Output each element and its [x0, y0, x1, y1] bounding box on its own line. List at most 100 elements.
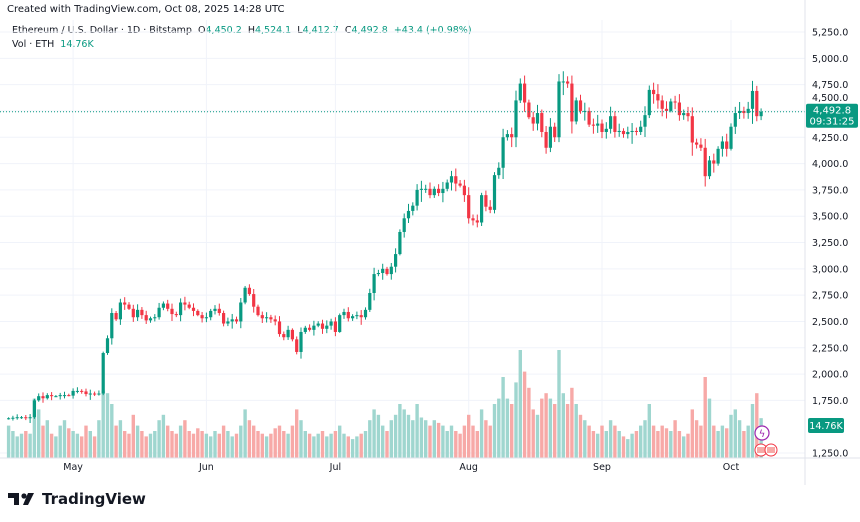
- candle-body: [338, 315, 342, 332]
- volume-bar: [157, 420, 161, 458]
- volume-bar: [239, 425, 243, 458]
- price-tick-label: 3,500.0: [812, 212, 848, 223]
- tradingview-logo[interactable]: TradingView: [8, 490, 146, 508]
- volume-bar: [406, 414, 411, 458]
- candle-body: [514, 100, 518, 138]
- candle-body: [720, 141, 724, 149]
- candlestick-chart[interactable]: 5,250.0 5,000.0 4,750.0 4,500.0 4,250.0 4,000…: [0, 0, 860, 485]
- last-price-tag: 4,492.8 09:31:25: [806, 103, 858, 128]
- volume-bar: [634, 431, 639, 458]
- volume-bar: [105, 393, 110, 458]
- candle-body: [234, 319, 239, 322]
- volume-bar: [54, 436, 58, 458]
- volume-bar: [604, 431, 608, 458]
- candle-body: [424, 188, 428, 190]
- candle-body: [587, 110, 591, 125]
- candle-body: [131, 308, 135, 318]
- volume-bar: [260, 433, 264, 458]
- volume-bar: [690, 409, 694, 458]
- candle-body: [686, 113, 690, 117]
- volume-bar: [15, 436, 19, 458]
- volume-bar: [574, 404, 578, 458]
- price-tick-label: 3,250.0: [812, 238, 848, 249]
- volume-bar: [170, 431, 174, 458]
- candle-body: [561, 81, 565, 83]
- volume-bar: [376, 414, 381, 458]
- volume-bar: [578, 414, 583, 458]
- candle-body: [488, 206, 492, 210]
- volume-bar: [686, 433, 690, 458]
- volume-bar: [436, 422, 441, 458]
- volume-bar: [385, 431, 389, 458]
- candle-body: [213, 308, 217, 311]
- volume-label[interactable]: Vol · ETH: [12, 39, 55, 50]
- volume-bar: [703, 377, 707, 458]
- candle-body: [260, 315, 264, 319]
- candle-body: [621, 130, 626, 135]
- us-economic-event-icon[interactable]: [754, 443, 778, 457]
- candle-body: [437, 188, 441, 194]
- candle-body: [282, 334, 286, 338]
- volume-bar: [256, 431, 260, 458]
- high-label: H: [247, 25, 255, 36]
- volume-bar: [269, 433, 273, 458]
- open-label: O: [198, 25, 206, 36]
- dividend-event-icon[interactable]: ϟ: [754, 425, 770, 441]
- candle-body: [462, 185, 466, 196]
- candle-body: [712, 160, 716, 164]
- volume-bar: [114, 425, 118, 458]
- volume-bar: [127, 433, 131, 458]
- logo-text: TradingView: [42, 490, 146, 508]
- candle-body: [458, 183, 462, 186]
- candle-body: [415, 189, 419, 206]
- candle-body: [161, 303, 165, 308]
- countdown-text: 09:31:25: [810, 117, 855, 128]
- volume-bar: [97, 420, 101, 458]
- volume-bar: [329, 433, 333, 458]
- volume-bar: [514, 382, 518, 458]
- volume-bar: [419, 417, 424, 458]
- candle-body: [15, 417, 19, 419]
- candle-body: [398, 231, 402, 255]
- volume-bar: [32, 398, 37, 458]
- volume-bar: [398, 404, 402, 458]
- candle-body: [389, 266, 393, 275]
- volume-bar: [286, 433, 290, 458]
- volume-bar: [187, 431, 191, 458]
- volume-bar: [505, 398, 510, 458]
- volume-bar: [252, 425, 256, 458]
- candle-body: [11, 417, 15, 419]
- candle-body: [303, 327, 307, 332]
- candle-body: [544, 131, 548, 148]
- volume-bar: [368, 420, 372, 458]
- candle-body: [41, 396, 45, 399]
- candle-body: [88, 393, 92, 395]
- candle-body: [299, 331, 303, 352]
- candle-body: [557, 81, 561, 138]
- candle-body: [45, 395, 49, 399]
- candle-body: [50, 395, 54, 397]
- candle-body: [527, 102, 531, 118]
- volume-bar: [303, 431, 307, 458]
- volume-bar: [570, 387, 574, 458]
- grid: [0, 20, 805, 458]
- volume-bar: [626, 439, 630, 458]
- candle-body: [148, 318, 153, 321]
- volume-bar: [518, 350, 522, 458]
- volume-bar: [381, 425, 385, 458]
- candle-body: [523, 83, 527, 103]
- candle-body: [553, 126, 557, 138]
- volume-bar: [234, 433, 239, 458]
- candle-body: [170, 308, 174, 315]
- candle-body: [239, 302, 243, 322]
- candle-body: [402, 218, 406, 232]
- volume-bar: [299, 420, 303, 458]
- candle-body: [136, 309, 140, 318]
- volume-bar: [144, 436, 148, 458]
- candle-body: [617, 130, 621, 132]
- candle-body: [411, 205, 415, 211]
- volume-bar: [540, 398, 544, 458]
- candle-body: [750, 90, 755, 109]
- symbol-title[interactable]: Ethereum / U.S. Dollar · 1D · Bitstamp: [12, 25, 192, 36]
- volume-bar: [49, 433, 54, 458]
